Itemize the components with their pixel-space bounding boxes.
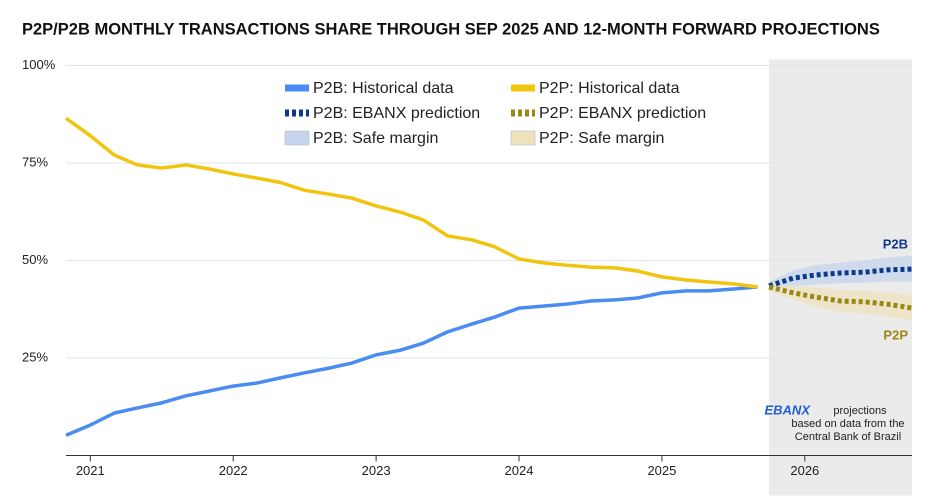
y-tick-label: 50% [22,252,48,267]
legend-label: P2B: Safe margin [313,130,438,147]
x-tick-label: 2025 [647,463,676,478]
legend-label: P2B: EBANX prediction [313,105,480,122]
legend-label: P2B: Historical data [313,80,454,97]
x-tick-label: 2022 [219,463,248,478]
chart-title: P2P/P2B MONTHLY TRANSACTIONS SHARE THROU… [22,20,880,38]
prediction-line [768,284,913,311]
end-label: P2P [883,328,908,343]
annotation-text: Central Bank of Brazil [795,431,901,443]
x-tick-label: 2024 [505,463,534,478]
legend: P2B: Historical data P2P: Historical data… [284,80,706,147]
legend-label: P2P: EBANX prediction [539,105,706,122]
legend-label: P2P: Safe margin [539,130,664,147]
history-line [64,116,758,289]
y-tick-label: 25% [22,349,48,364]
legend-swatch [284,130,310,146]
y-tick-label: 100% [22,57,56,72]
history-line [65,285,758,437]
x-tick-label: 2021 [76,463,105,478]
x-tick-label: 2023 [362,463,391,478]
y-tick-label: 75% [22,154,48,169]
annotation-text: based on data from the [791,418,904,430]
legend-label: P2P: Historical data [539,80,680,97]
prediction-line [768,266,913,289]
legend-swatch [510,130,536,146]
logo: EBANX [764,402,811,417]
end-label: P2B [883,237,908,252]
x-tick-label: 2026 [790,463,819,478]
annotation-text: projections [833,405,887,417]
